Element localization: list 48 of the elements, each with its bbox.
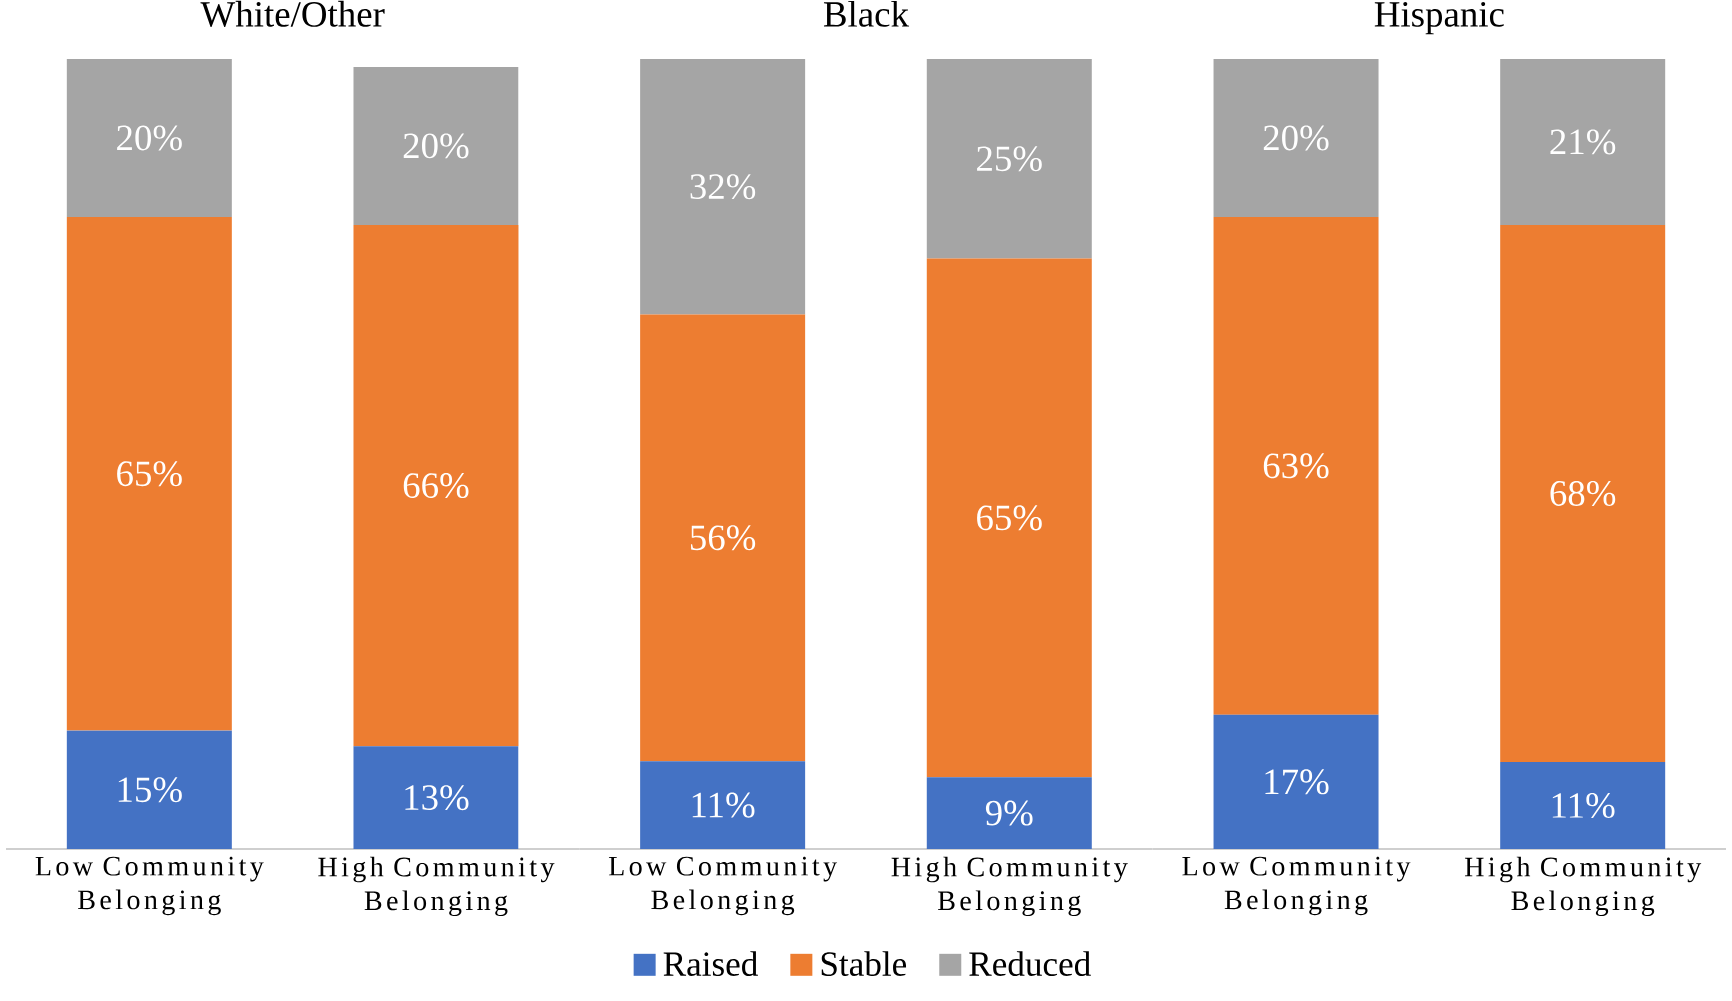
x-tick-label: Low Community Belonging [608, 856, 838, 916]
chart-title: Black [823, 0, 910, 27]
bar [66, 217, 232, 731]
bar [353, 224, 519, 747]
bar [353, 746, 519, 849]
bar [1213, 58, 1379, 217]
bar [640, 761, 806, 849]
data-label: 21% [1550, 129, 1616, 155]
bar [926, 258, 1092, 778]
data-label: 13% [405, 785, 469, 811]
bar [66, 58, 232, 217]
bar [66, 730, 232, 849]
bar [926, 777, 1092, 849]
data-label: 17% [1265, 769, 1329, 795]
data-label: 20% [117, 125, 182, 151]
bar [1213, 714, 1379, 849]
data-label: 25% [977, 146, 1042, 172]
x-tick-label: Low Community Belonging [1182, 856, 1411, 916]
x-tick-label: High Community Belonging [891, 856, 1128, 917]
data-label: 56% [690, 525, 756, 551]
chart-title: White/Other [200, 0, 385, 27]
data-label: 9% [985, 800, 1033, 826]
x-tick-label: Low Community Belonging [35, 856, 264, 916]
bar [1500, 58, 1666, 225]
data-label: 11% [1552, 793, 1615, 819]
bar [1500, 224, 1666, 763]
data-label: 65% [117, 461, 182, 487]
bar [1213, 217, 1379, 715]
legend-label: Raised [663, 951, 758, 976]
legend-label: Reduced [969, 951, 1091, 976]
data-label: 68% [1550, 481, 1616, 507]
data-label: 15% [118, 777, 182, 803]
bar [926, 59, 1092, 259]
data-label: 11% [692, 792, 755, 818]
bar [353, 66, 519, 225]
chart-title: Hispanic [1374, 2, 1504, 35]
data-label: 65% [977, 505, 1042, 531]
data-label: 20% [1263, 125, 1329, 151]
x-tick-label: High Community Belonging [318, 856, 555, 917]
data-label: 66% [403, 473, 469, 499]
data-label: 20% [403, 133, 469, 159]
x-tick-label: High Community Belonging [1464, 856, 1702, 917]
bar [1500, 762, 1666, 849]
data-label: 63% [1263, 453, 1329, 479]
bar [640, 314, 806, 762]
legend-label: Stable [821, 951, 907, 976]
data-label: 32% [690, 174, 756, 200]
bar [640, 59, 806, 315]
